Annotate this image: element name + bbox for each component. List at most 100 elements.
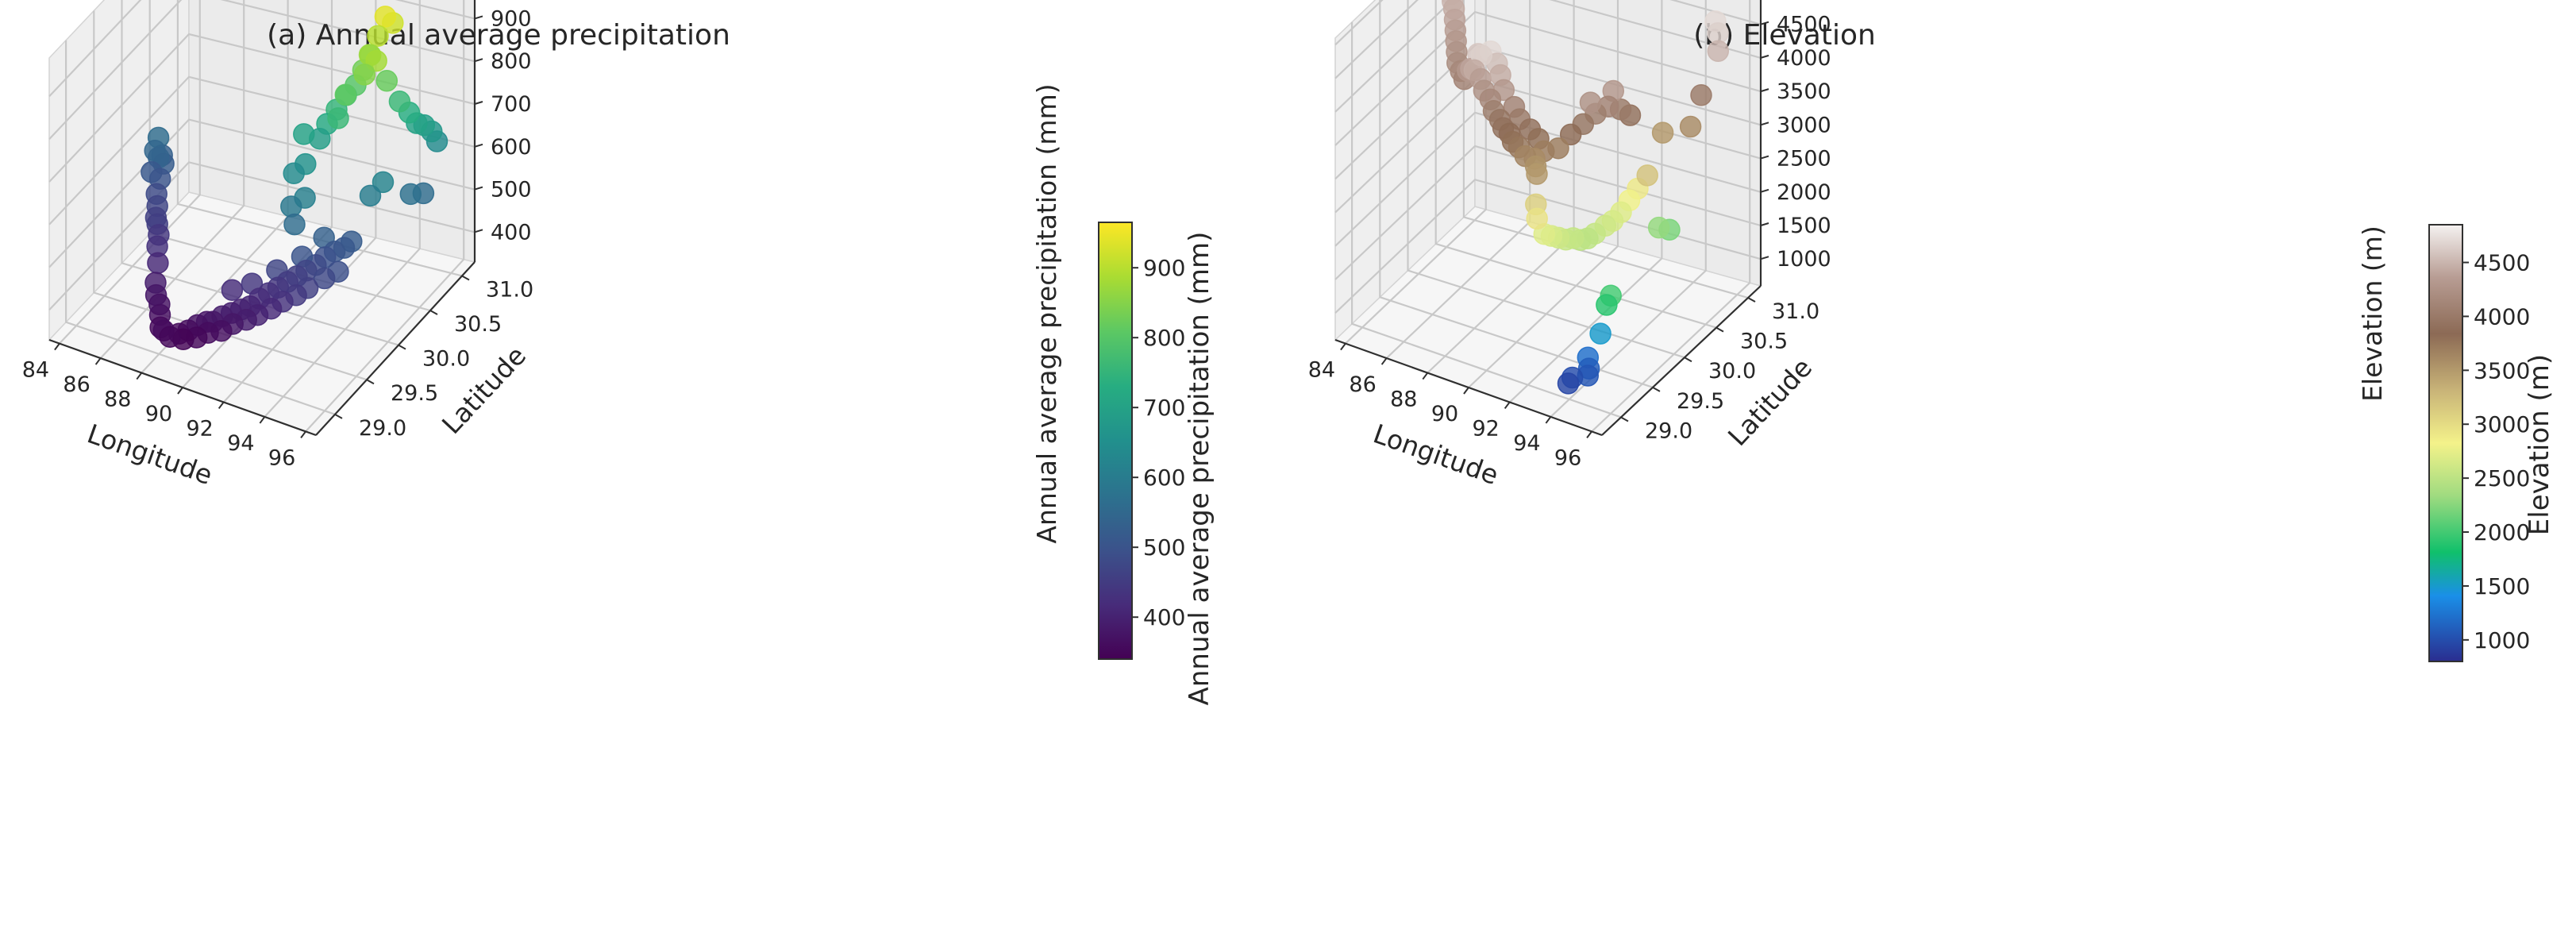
colorbar-tick-label: 4000 — [2474, 303, 2530, 330]
data-point — [1579, 91, 1602, 114]
x-tick-label: 84 — [1308, 358, 1335, 383]
data-point — [159, 326, 181, 348]
colorbar-tick-label: 3500 — [2474, 357, 2530, 384]
y-tick-mark — [1684, 357, 1692, 363]
x-tick-mark — [54, 343, 60, 351]
gridline-z — [48, 161, 476, 311]
data-point — [1526, 207, 1548, 230]
colorbar-tick-label: 800 — [1143, 325, 1185, 351]
z-tick-label: 600 — [491, 135, 532, 160]
left-wall-pane — [48, 0, 190, 341]
y-tick-label: 30.5 — [1740, 330, 1788, 354]
data-point — [293, 123, 315, 145]
data-point — [313, 267, 336, 290]
y-tick-mark — [1620, 416, 1629, 422]
colorbar-tick-label: 700 — [1143, 395, 1185, 421]
colorbar-gradient — [2428, 224, 2463, 662]
y-tick-mark — [429, 310, 438, 315]
y-tick-mark — [461, 275, 470, 281]
y-tick-label: 31.0 — [486, 277, 533, 302]
z-tick-label: 4000 — [1777, 46, 1831, 71]
data-point — [372, 171, 395, 194]
z-tick-label: 800 — [491, 49, 532, 74]
gridline-z — [1334, 111, 1762, 247]
gridline-y — [121, 0, 399, 346]
y-tick-mark — [366, 379, 375, 385]
colorbar-tick-label: 4500 — [2474, 250, 2530, 276]
gridline-z — [48, 0, 476, 98]
z-tick-mark — [1760, 188, 1769, 193]
data-point — [1651, 121, 1674, 144]
gridline-z — [1334, 0, 1762, 79]
z-tick-mark — [1760, 256, 1769, 260]
z-tick-label: 400 — [491, 220, 532, 245]
x-tick-label: 86 — [1349, 372, 1376, 397]
gridline-z — [1334, 0, 1762, 113]
data-point — [283, 213, 306, 236]
z-tick-mark — [1760, 155, 1769, 160]
x-tick-label: 84 — [22, 358, 49, 383]
x-tick-mark — [1504, 401, 1511, 410]
z-tick-mark — [1760, 88, 1769, 93]
x-tick-label: 96 — [1554, 445, 1581, 470]
data-point — [375, 70, 399, 92]
data-point — [334, 83, 357, 106]
colorbar-tick-label: 2000 — [2474, 519, 2530, 546]
y-axis-line — [1601, 285, 1762, 436]
z-axis-label: Annual average precipitation (mm) — [1031, 83, 1062, 543]
z-tick-mark — [1760, 21, 1769, 25]
scatter-points — [141, 6, 449, 351]
z-tick-label: 5000 — [1777, 0, 1831, 3]
data-point — [1589, 322, 1611, 345]
data-point — [1679, 115, 1702, 138]
colorbar-tick-label: 2500 — [2474, 465, 2530, 492]
x-tick-label: 96 — [268, 445, 295, 470]
x-tick-label: 92 — [1473, 416, 1500, 441]
z-tick-label: 2000 — [1777, 180, 1831, 205]
z-tick-mark — [1760, 54, 1769, 59]
gridline-x — [1591, 0, 1751, 433]
colorbar: 1000 1500 2000 2500 3000 3500 4000 4500 Elevatio… — [2428, 224, 2555, 662]
y-tick-label: 29.0 — [359, 416, 406, 441]
data-point — [327, 107, 349, 129]
y-tick-label: 31.0 — [1772, 299, 1819, 324]
gridline-z — [1334, 0, 1384, 46]
x-tick-mark — [177, 387, 183, 395]
data-point — [1707, 40, 1730, 63]
gridline-y — [93, 10, 368, 381]
x-tick-label: 94 — [227, 431, 254, 456]
x-tick-mark — [1340, 343, 1346, 351]
panel-title: (a) Annual average precipitation — [267, 19, 730, 52]
z-tick-label: 700 — [491, 92, 532, 117]
gridline-x — [264, 0, 421, 418]
left-wall-pane — [1334, 0, 1476, 341]
z-tick-label: 500 — [491, 178, 532, 202]
y-tick-label: 30.0 — [1708, 359, 1756, 384]
x-tick-mark — [1545, 416, 1552, 424]
x-tick-label: 88 — [104, 388, 131, 412]
data-point — [388, 91, 411, 113]
y-axis-line — [315, 261, 476, 436]
z-tick-label: 3500 — [1777, 79, 1831, 104]
y-tick-mark — [334, 413, 343, 419]
panel-elevation: 84 86 88 90 92 94 96 29.0 29.5 30.0 30.5 31.0 1000 15… — [1308, 0, 2555, 662]
data-point — [353, 64, 376, 86]
x-tick-label: 90 — [1431, 402, 1458, 426]
panel-precipitation: 84 86 88 90 92 94 96 29.0 29.5 30.0 30.5 31.0 400 500… — [22, 0, 1215, 705]
data-point — [280, 195, 302, 218]
data-point — [399, 183, 422, 206]
data-point — [367, 25, 389, 47]
colorbar-tick-label: 1500 — [2474, 573, 2530, 600]
x-tick-mark — [218, 401, 225, 410]
z-tick-mark — [1760, 121, 1769, 126]
colorbar-tick-label: 500 — [1143, 534, 1185, 561]
data-point — [221, 279, 244, 301]
z-tick-mark — [1760, 222, 1769, 226]
z-tick-label: 1000 — [1777, 247, 1831, 272]
x-tick-label: 88 — [1390, 388, 1417, 412]
gridline-x — [1468, 0, 1619, 388]
z-tick-mark — [474, 186, 483, 191]
data-point — [1526, 163, 1548, 185]
z-tick-mark — [474, 58, 483, 63]
